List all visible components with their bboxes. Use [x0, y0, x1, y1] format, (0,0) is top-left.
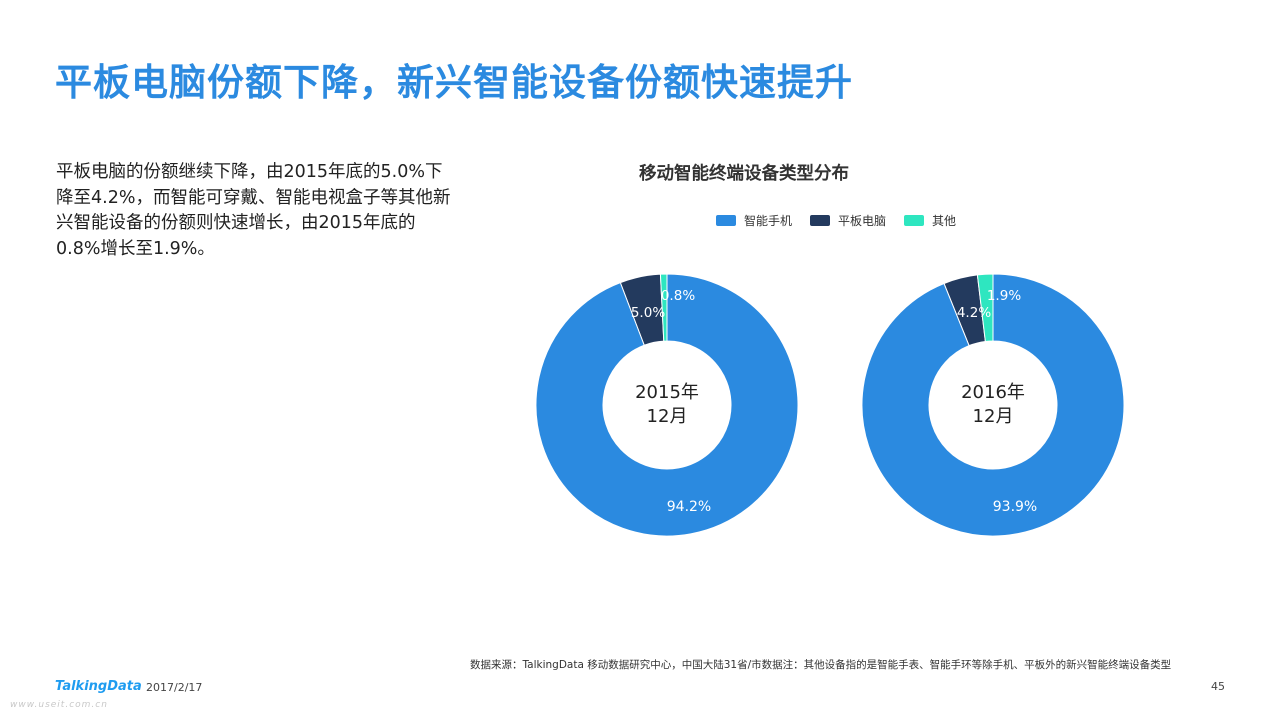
data-label-other: 1.9%: [987, 288, 1021, 304]
donut-center-label: 12月: [973, 406, 1014, 427]
legend-item-smartphone: 智能手机: [716, 212, 792, 229]
legend-label: 智能手机: [744, 214, 793, 228]
data-label-smartphone: 94.2%: [667, 499, 711, 515]
donut-slice-smartphone: [535, 273, 799, 537]
legend-item-other: 其他: [904, 212, 956, 229]
data-label-tablet: 4.2%: [957, 305, 991, 321]
legend-label: 其他: [932, 214, 957, 228]
legend-item-tablet: 平板电脑: [810, 212, 886, 229]
donut-center-label: 2016年: [961, 382, 1025, 403]
chart-legend: 智能手机 平板电脑 其他: [716, 212, 956, 229]
legend-swatch-tablet: [810, 215, 831, 226]
data-label-other: 0.8%: [661, 288, 695, 304]
page-number: 45: [1211, 680, 1225, 693]
description-text: 平板电脑的份额继续下降，由2015年底的5.0%下降至4.2%，而智能可穿戴、智…: [56, 162, 451, 259]
brand-logo: TalkingData: [55, 679, 142, 694]
legend-label: 平板电脑: [838, 214, 887, 228]
donut-center-label: 12月: [647, 406, 688, 427]
donut-slice-smartphone: [861, 273, 1125, 537]
data-label-tablet: 5.0%: [631, 305, 665, 321]
footer-date: 2017/2/17: [146, 681, 203, 694]
legend-swatch-smartphone: [716, 215, 736, 226]
watermark: www.useit.com.cn: [10, 700, 108, 710]
legend-swatch-other: [904, 215, 925, 226]
donut-center-label: 2015年: [635, 382, 699, 403]
data-label-smartphone: 93.9%: [993, 499, 1037, 515]
chart-title: 移动智能终端设备类型分布: [639, 164, 849, 184]
page-title: 平板电脑份额下降，新兴智能设备份额快速提升: [55, 61, 853, 104]
source-note: 数据来源：TalkingData 移动数据研究中心，中国大陆31省/市数据注：其…: [470, 659, 1172, 671]
